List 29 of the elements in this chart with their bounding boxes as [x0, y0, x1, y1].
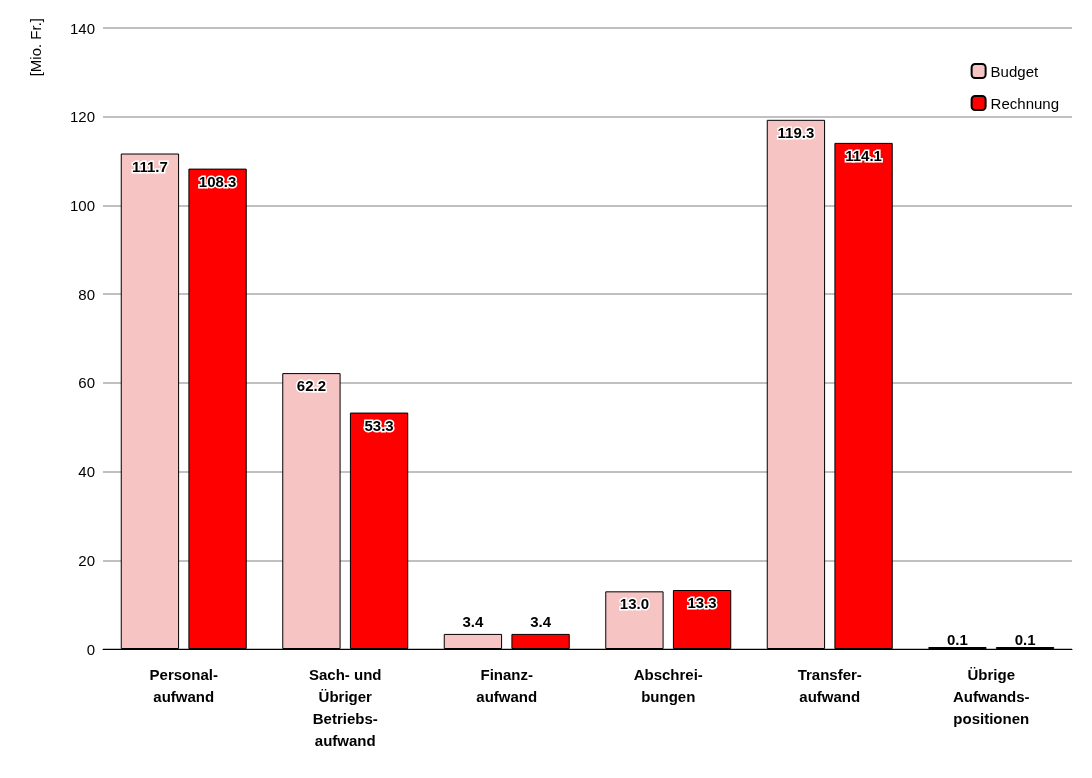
data-label: 3.4: [462, 612, 484, 630]
data-label: 0.1: [1014, 631, 1036, 648]
data-label: 111.7: [131, 157, 168, 175]
x-tick-label: Abschrei- bungen: [633, 665, 703, 705]
data-label: 13.3: [687, 594, 717, 612]
data-label: 53.3: [364, 416, 394, 434]
x-tick-label: Sach- und Übriger Betriebs- aufwand: [308, 665, 382, 749]
y-tick-label: 60: [78, 374, 95, 392]
data-label: 0.1: [946, 631, 968, 648]
data-label: 62.2: [296, 377, 327, 395]
x-tick-label: Transfer- aufwand: [797, 665, 862, 705]
data-label: 119.3: [777, 123, 815, 141]
data-label: 3.4: [530, 612, 552, 630]
data-label: 13.0: [619, 595, 650, 613]
x-tick-label: Finanz- aufwand: [476, 665, 538, 705]
y-tick-label: 20: [78, 551, 95, 569]
y-tick-label: 0: [86, 640, 95, 658]
y-tick-label: 40: [78, 463, 95, 481]
y-tick-label: 120: [69, 108, 95, 126]
data-label: 108.3: [198, 172, 237, 190]
x-tick-label: Übrige Aufwands- positionen: [952, 665, 1030, 727]
legend-label: Rechnung: [990, 94, 1059, 112]
x-tick-label: Personal- aufwand: [149, 665, 218, 705]
y-axis-title: [Mio. Fr.]: [27, 17, 44, 77]
y-tick-label: 80: [78, 285, 95, 303]
legend-label: Budget: [990, 62, 1039, 80]
y-tick-label: 140: [69, 19, 95, 37]
y-tick-label: 100: [69, 196, 95, 214]
data-label: 114.1: [845, 146, 882, 164]
